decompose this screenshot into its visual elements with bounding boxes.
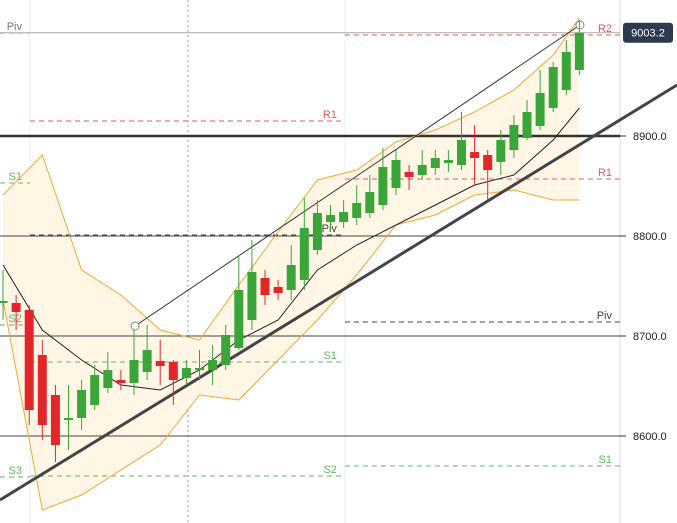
candle-body [496, 140, 506, 162]
candle-body [417, 165, 427, 175]
trendline [0, 83, 677, 502]
candle-body [457, 140, 467, 165]
candle-body [430, 158, 440, 168]
trendline [134, 24, 581, 327]
candle-body [365, 192, 375, 213]
candle-body [90, 375, 100, 405]
candle-body [168, 362, 178, 380]
candle-body [483, 155, 493, 170]
pivot-label: Piv [597, 310, 613, 322]
pivot-label: R2 [598, 23, 612, 35]
band-line [2, 17, 580, 341]
anchor-point [130, 321, 140, 331]
candle-body [50, 395, 60, 445]
candle-body [548, 67, 558, 108]
candle-body [509, 125, 519, 150]
y-tick-label: 8800.0 [633, 231, 667, 243]
candle-body [535, 93, 545, 126]
pivot-label: R1 [323, 109, 337, 121]
moving-average [2, 107, 580, 391]
candle-body [103, 370, 113, 388]
candle-body [234, 290, 244, 348]
y-tick-label: 8600.0 [633, 431, 667, 443]
candle-body [37, 355, 47, 425]
pivot-label: S1 [599, 454, 612, 466]
pivot-label: S1 [9, 171, 22, 183]
candle-body [77, 390, 87, 418]
pivot-label: S2 [9, 313, 22, 325]
candle-body [286, 265, 296, 290]
candle-body [24, 310, 34, 410]
candle-body [443, 160, 453, 163]
candle-body [561, 52, 571, 90]
y-tick-label: 8900.0 [633, 131, 667, 143]
candle-body [299, 228, 309, 280]
candle-body [273, 287, 283, 293]
candle-body [142, 350, 152, 372]
pivot-label: S3 [9, 465, 22, 477]
y-tick-label: 8700.0 [633, 331, 667, 343]
candle-body [352, 203, 362, 218]
candle-body [64, 418, 74, 420]
candle-body [195, 368, 205, 370]
anchor-point [575, 20, 585, 30]
candle-body [155, 361, 165, 366]
candle-body [129, 360, 139, 383]
candle-body [470, 152, 480, 158]
candle-body [378, 167, 388, 205]
band-line [2, 189, 580, 511]
candle-body [116, 380, 126, 383]
candle-body [0, 301, 8, 303]
candle-body [404, 172, 414, 177]
candle-body [247, 272, 257, 320]
pivot-label: R1 [598, 167, 612, 179]
pivot-label: S1 [323, 350, 336, 362]
price-tag [623, 22, 673, 43]
candle-body [260, 278, 270, 295]
price-tag-label: 9003.2 [631, 28, 665, 40]
candle-body [339, 212, 349, 222]
candle-body [391, 160, 401, 188]
pivot-label: Piv [322, 223, 338, 235]
candle-body [181, 368, 191, 378]
candle-body [208, 360, 218, 370]
pivot-label: S2 [323, 464, 336, 476]
candle-body [312, 213, 322, 250]
candle-body [574, 32, 584, 70]
pivot-label: Piv [7, 21, 23, 33]
candle-body [11, 303, 21, 312]
candle-body [221, 335, 231, 365]
candle-body [326, 215, 336, 222]
candle-body [522, 112, 532, 138]
